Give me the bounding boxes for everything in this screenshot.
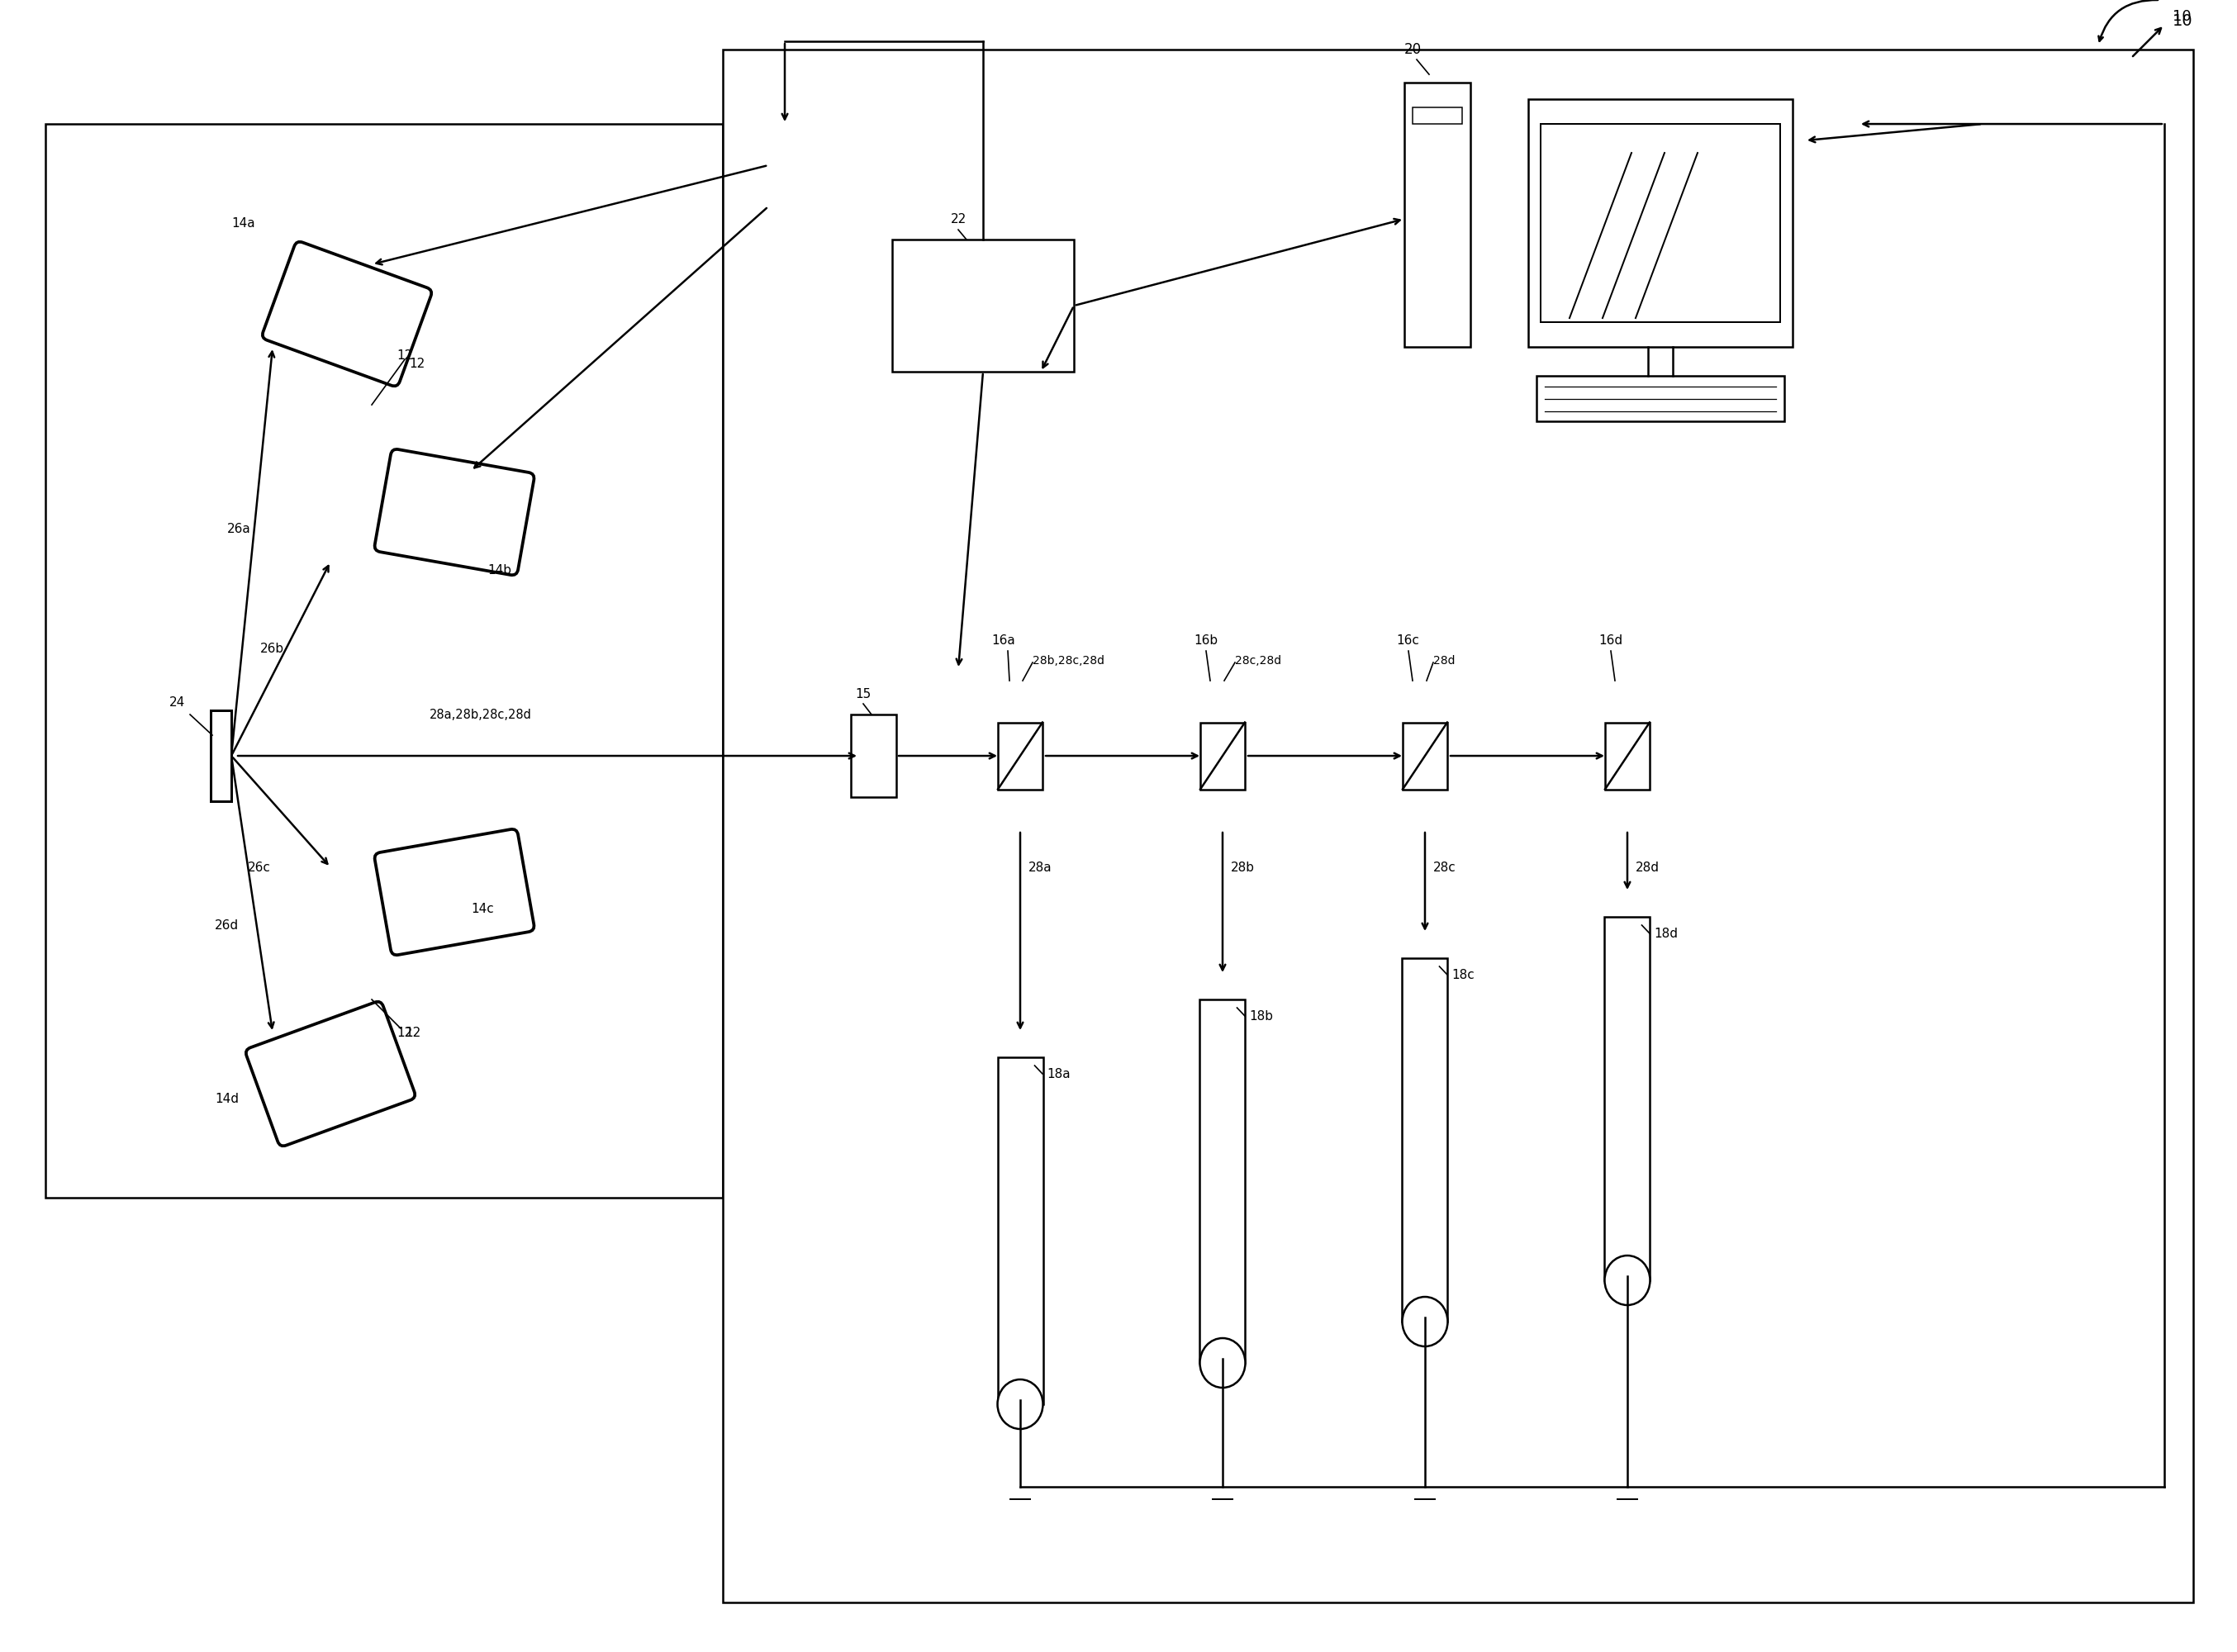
Bar <box>723 50 2192 1602</box>
Bar <box>1537 377 1785 421</box>
Bar <box>210 710 230 801</box>
Text: 26d: 26d <box>215 919 239 932</box>
Text: 28b,28c,28d: 28b,28c,28d <box>1033 656 1105 667</box>
Bar <box>1201 722 1244 790</box>
Bar <box>850 715 897 798</box>
Bar <box>1528 99 1792 347</box>
Text: 14c: 14c <box>470 902 494 915</box>
Bar <box>1403 722 1447 790</box>
Text: 18a: 18a <box>1047 1067 1069 1080</box>
Text: 12: 12 <box>396 349 412 362</box>
Text: 16a: 16a <box>991 634 1016 646</box>
Text: 28d: 28d <box>1434 656 1454 667</box>
Bar <box>45 124 723 1198</box>
Bar <box>1604 722 1649 790</box>
Bar <box>1199 999 1246 1363</box>
Text: 12: 12 <box>396 1026 412 1039</box>
FancyBboxPatch shape <box>246 1001 414 1146</box>
Bar <box>1405 83 1470 347</box>
Text: 14a: 14a <box>230 216 255 230</box>
Text: 28c,28d: 28c,28d <box>1235 656 1282 667</box>
Text: 26a: 26a <box>228 522 251 535</box>
Text: 28c: 28c <box>1434 861 1456 874</box>
Bar <box>1604 917 1651 1280</box>
Text: 26b: 26b <box>259 643 284 654</box>
Text: 28b: 28b <box>1230 861 1255 874</box>
Bar <box>998 1057 1042 1404</box>
Text: 16b: 16b <box>1195 634 1217 646</box>
Text: 28a: 28a <box>1029 861 1051 874</box>
Text: 16d: 16d <box>1599 634 1622 646</box>
Text: 16c: 16c <box>1396 634 1418 646</box>
Text: 12: 12 <box>405 1026 421 1039</box>
Text: 22: 22 <box>951 213 966 225</box>
Text: 24: 24 <box>170 695 186 709</box>
Text: 26c: 26c <box>248 861 271 874</box>
Text: 12: 12 <box>409 357 425 370</box>
FancyBboxPatch shape <box>376 449 535 575</box>
Text: 14d: 14d <box>215 1092 239 1105</box>
Bar <box>1403 958 1447 1322</box>
Text: 15: 15 <box>855 687 870 700</box>
Text: 20: 20 <box>1405 43 1423 58</box>
Text: 28a,28b,28c,28d: 28a,28b,28c,28d <box>430 709 532 720</box>
FancyBboxPatch shape <box>376 829 535 955</box>
Bar <box>893 240 1074 372</box>
Text: 10: 10 <box>2172 13 2192 28</box>
Ellipse shape <box>1604 1256 1651 1305</box>
Bar <box>1541 124 1781 322</box>
Text: 18c: 18c <box>1452 968 1474 981</box>
Ellipse shape <box>1199 1338 1246 1388</box>
Text: 14b: 14b <box>488 563 512 577</box>
Text: 10: 10 <box>2172 10 2192 25</box>
Ellipse shape <box>1403 1297 1447 1346</box>
Ellipse shape <box>998 1379 1042 1429</box>
Text: 18b: 18b <box>1248 1009 1273 1023</box>
Bar <box>998 722 1042 790</box>
FancyBboxPatch shape <box>262 241 432 387</box>
Text: 18d: 18d <box>1653 927 1678 940</box>
Bar <box>1412 107 1463 124</box>
Text: 28d: 28d <box>1635 861 1660 874</box>
